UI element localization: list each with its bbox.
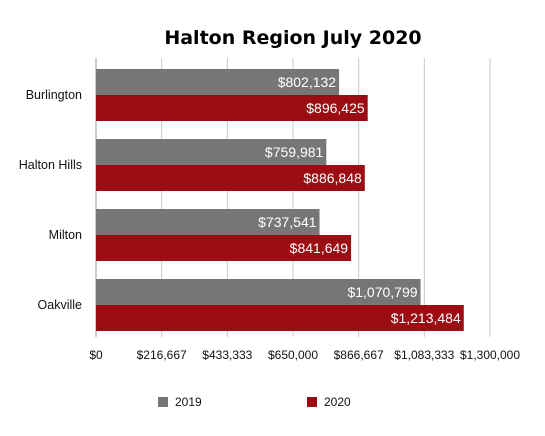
bar-2019 (96, 279, 421, 305)
chart-title: Halton Region July 2020 (164, 27, 421, 49)
legend-label: 2019 (175, 395, 202, 409)
data-label: $802,132 (278, 74, 337, 90)
bar-2019 (96, 69, 340, 95)
bar-2019 (96, 139, 327, 165)
data-label: $841,649 (290, 240, 349, 256)
bar-2020 (96, 305, 464, 331)
legend-swatch (158, 397, 168, 407)
data-label: $896,425 (306, 100, 365, 116)
x-tick-label: $866,667 (334, 348, 384, 362)
legend: 2019 2020 (158, 395, 351, 409)
legend-label: 2020 (324, 395, 351, 409)
x-tick-label: $216,667 (137, 348, 187, 362)
bar-2019 (96, 209, 320, 235)
data-label: $1,070,799 (347, 284, 417, 300)
category-labels: Burlington Halton Hills Milton Oakville (19, 88, 82, 312)
bar-2020 (96, 95, 368, 121)
category-label: Halton Hills (19, 158, 82, 172)
category-label: Burlington (26, 88, 82, 102)
x-tick-label: $650,000 (268, 348, 318, 362)
data-label: $759,981 (265, 144, 324, 160)
x-tick-label: $1,300,000 (460, 348, 520, 362)
x-tick-label: $0 (89, 348, 103, 362)
data-label: $886,848 (303, 170, 362, 186)
bars (96, 69, 464, 331)
data-label: $1,213,484 (391, 310, 461, 326)
bar-2020 (96, 165, 365, 191)
x-tick-label: $1,083,333 (394, 348, 454, 362)
x-tick-label: $433,333 (202, 348, 252, 362)
category-label: Milton (49, 228, 82, 242)
category-label: Oakville (38, 298, 83, 312)
data-label: $737,541 (258, 214, 317, 230)
data-labels: $802,132 $896,425 $759,981 $886,848 $737,541… (258, 74, 461, 326)
bar-2020 (96, 235, 352, 261)
legend-swatch (307, 397, 317, 407)
x-axis-ticks: $0 $216,667 $433,333 $650,000 $866,667 $1,083… (89, 348, 520, 362)
